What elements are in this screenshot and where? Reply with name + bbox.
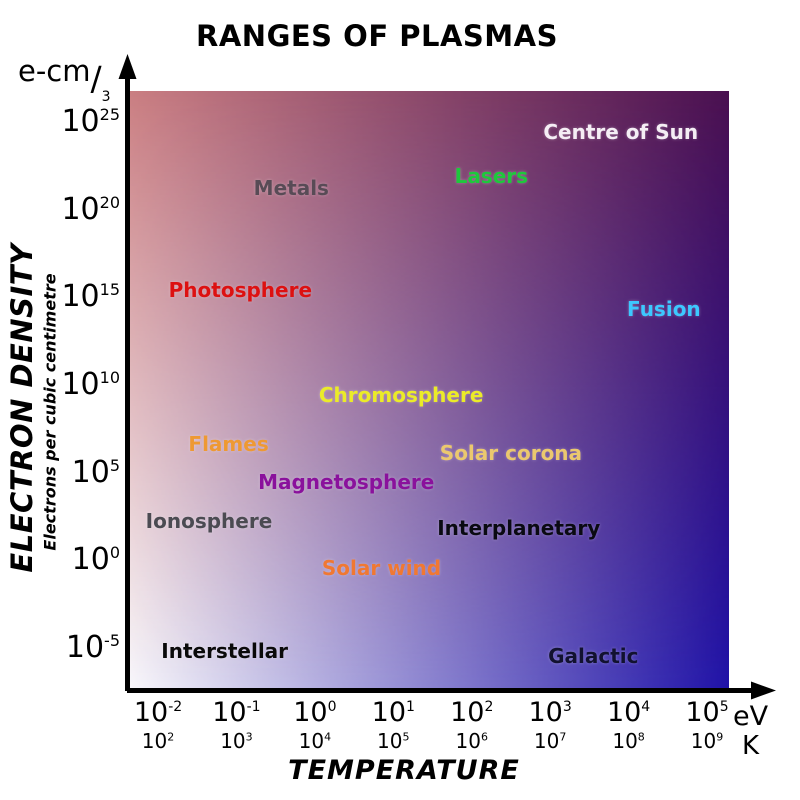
x-tick-10e4-ev: 104 108 (606, 697, 651, 753)
region-label-galactic: Galactic (548, 643, 639, 668)
region-label-lasers: Lasers (454, 163, 529, 188)
y-axis-unit-base: e-cm (18, 54, 91, 88)
x-axis-unit-k: K (742, 731, 760, 761)
x-axis-arrowhead-icon (751, 681, 776, 700)
plasma-region-labels: Centre of Sun Metals Lasers Photosphere Fusi… (130, 91, 729, 688)
region-label-interplanetary: Interplanetary (437, 515, 601, 540)
y-tick-10e15: 1015 (61, 279, 120, 315)
x-tick-10e-1-ev: 10-1 103 (212, 697, 261, 753)
region-label-chromosphere: Chromosphere (318, 382, 484, 407)
y-axis-unit-slash: / (90, 59, 102, 98)
region-label-photosphere: Photosphere (168, 277, 313, 302)
y-tick-10e5: 105 (71, 454, 120, 490)
y-axis-label: ELECTRON DENSITY (5, 243, 39, 573)
x-tick-10e2-ev: 102 106 (450, 697, 494, 753)
y-axis-unit: e-cm/3 (18, 50, 111, 105)
region-label-metals: Metals (253, 175, 329, 200)
x-tick-10e5-ev: 105 109 (685, 697, 729, 753)
y-tick-10e20: 1020 (61, 191, 120, 227)
y-tick-10e-5: 10-5 (65, 629, 120, 665)
region-label-magnetosphere: Magnetosphere (258, 470, 435, 495)
region-label-flames: Flames (188, 431, 269, 456)
y-axis-sublabel: Electrons per cubic centimetre (40, 273, 60, 551)
y-tick-10e0: 100 (71, 542, 120, 578)
plot-area: Centre of Sun Metals Lasers Photosphere Fusi… (130, 91, 729, 688)
x-axis-label: TEMPERATURE (288, 755, 520, 786)
region-label-interstellar: Interstellar (161, 638, 289, 663)
region-label-centre-of-sun: Centre of Sun (543, 119, 699, 144)
x-tick-10e0-ev: 100 104 (293, 697, 337, 753)
region-label-fusion: Fusion (627, 296, 701, 321)
region-label-solar-wind: Solar wind (321, 556, 442, 581)
x-tick-10e3-ev: 103 107 (528, 697, 572, 753)
region-label-ionosphere: Ionosphere (145, 508, 273, 533)
y-tick-10e10: 1010 (61, 366, 120, 402)
chart-title: RANGES OF PLASMAS (196, 19, 558, 53)
x-axis-unit-ev: eV (733, 701, 769, 732)
y-axis-arrowhead-icon (118, 54, 137, 79)
region-label-solar-corona: Solar corona (439, 440, 583, 465)
y-axis-unit-exponent: 3 (101, 89, 111, 105)
x-tick-10e1-ev: 101 105 (371, 697, 415, 753)
x-tick-10e-2-ev: 10-2 102 (133, 697, 183, 753)
y-tick-10e25: 1025 (61, 103, 120, 139)
